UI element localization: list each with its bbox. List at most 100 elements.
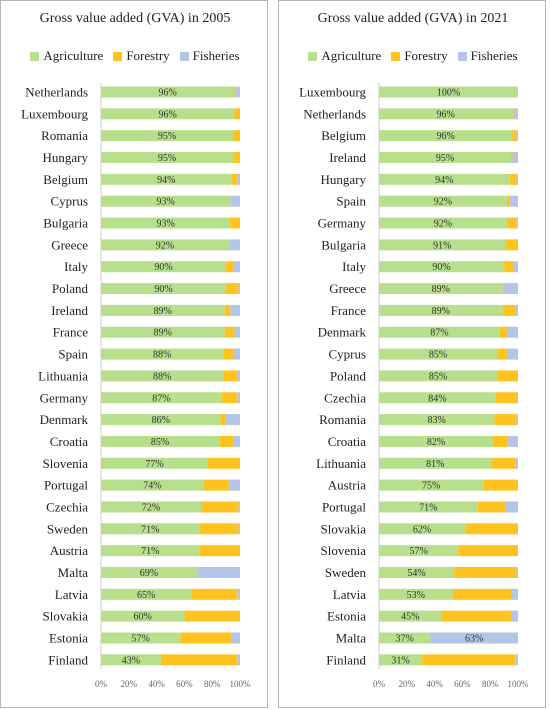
bar-forestry-netherlands bbox=[234, 86, 236, 98]
category-label: Estonia bbox=[327, 609, 366, 624]
data-label: 74% bbox=[143, 481, 161, 492]
category-label: Finland bbox=[48, 652, 88, 667]
data-label: 71% bbox=[419, 502, 437, 513]
bar-agriculture-portugal bbox=[101, 479, 204, 491]
data-label: 85% bbox=[151, 437, 169, 448]
data-label: 93% bbox=[156, 219, 174, 230]
bar-agriculture-cyprus bbox=[101, 195, 231, 207]
category-label: France bbox=[331, 303, 367, 318]
bar-agriculture-sweden bbox=[101, 523, 200, 535]
bar-forestry-slovakia bbox=[465, 523, 518, 535]
bar-fisheries-cyprus bbox=[230, 195, 240, 207]
legend-item-forestry: Forestry bbox=[113, 48, 170, 64]
category-label: Malta bbox=[336, 631, 367, 646]
bar-forestry-czechia bbox=[201, 501, 239, 513]
data-label: 88% bbox=[153, 350, 171, 361]
x-tick-label: 60% bbox=[176, 679, 193, 689]
bar-forestry-belgium bbox=[512, 130, 517, 142]
category-label: Germany bbox=[40, 390, 89, 405]
data-label: 86% bbox=[152, 415, 170, 426]
bar-forestry-denmark bbox=[499, 326, 507, 338]
bar-agriculture-belgium bbox=[101, 173, 232, 185]
bar-agriculture-finland bbox=[101, 654, 161, 666]
bar-fisheries-spain bbox=[509, 195, 518, 207]
data-label: 96% bbox=[159, 109, 177, 120]
bar-forestry-hungary bbox=[509, 173, 517, 185]
bar-forestry-greece bbox=[502, 283, 505, 295]
data-label: 95% bbox=[436, 153, 454, 164]
category-label: Latvia bbox=[333, 587, 366, 602]
bar-fisheries-netherlands bbox=[235, 86, 240, 98]
data-label: 89% bbox=[154, 306, 172, 317]
category-label: Denmark bbox=[40, 412, 89, 427]
data-label: 96% bbox=[437, 131, 455, 142]
bar-fisheries-romania bbox=[516, 414, 518, 426]
bar-agriculture-slovakia bbox=[101, 610, 185, 622]
data-label: 92% bbox=[156, 240, 174, 251]
bar-forestry-estonia bbox=[441, 610, 512, 622]
data-label: 89% bbox=[432, 284, 450, 295]
bar-agriculture-hungary bbox=[101, 152, 234, 164]
category-label: Poland bbox=[330, 368, 367, 383]
bar-agriculture-bulgaria bbox=[101, 217, 231, 229]
bar-agriculture-germany bbox=[379, 217, 507, 229]
legend-swatch-agriculture bbox=[308, 51, 318, 61]
data-label: 89% bbox=[432, 306, 450, 317]
category-label: Romania bbox=[41, 128, 88, 143]
bar-fisheries-spain bbox=[233, 348, 240, 360]
bar-agriculture-romania bbox=[379, 414, 495, 426]
bar-agriculture-belgium bbox=[379, 130, 513, 142]
category-label: Spain bbox=[336, 194, 366, 209]
category-label: Austria bbox=[328, 478, 367, 493]
bar-agriculture-malta bbox=[379, 632, 431, 644]
data-label: 89% bbox=[154, 328, 172, 339]
data-label: 92% bbox=[434, 197, 452, 208]
bar-fisheries-denmark bbox=[506, 326, 518, 338]
bar-agriculture-slovenia bbox=[101, 457, 209, 469]
category-label: Luxembourg bbox=[299, 85, 366, 100]
chart-title: Gross value added (GVA) in 2021 bbox=[317, 11, 509, 26]
bar-agriculture-sweden bbox=[379, 566, 455, 578]
chart-panel-2021: Gross value added (GVA) in 2021 Agricult… bbox=[278, 0, 546, 708]
category-label: Czechia bbox=[324, 390, 366, 405]
bar-fisheries-hungary bbox=[516, 173, 518, 185]
data-label: 93% bbox=[156, 197, 174, 208]
bar-agriculture-netherlands bbox=[101, 86, 235, 98]
data-label: 57% bbox=[131, 634, 149, 645]
x-tick-label: 40% bbox=[426, 679, 443, 689]
bar-agriculture-bulgaria bbox=[379, 239, 506, 251]
category-label: Croatia bbox=[328, 434, 366, 449]
bar-fisheries-malta bbox=[196, 566, 240, 578]
bar-fisheries-malta bbox=[430, 632, 518, 644]
bar-forestry-hungary bbox=[233, 152, 240, 164]
category-label: Hungary bbox=[43, 150, 89, 165]
legend-item-fisheries: Fisheries bbox=[179, 48, 240, 64]
legend-swatch-agriculture bbox=[30, 51, 40, 61]
category-label: Slovenia bbox=[321, 543, 367, 558]
bar-forestry-france bbox=[502, 304, 516, 316]
legend-item-agriculture: Agriculture bbox=[30, 48, 103, 64]
bar-agriculture-denmark bbox=[379, 326, 500, 338]
category-label: Greece bbox=[51, 237, 88, 252]
bar-forestry-portugal bbox=[203, 479, 229, 491]
bar-forestry-slovenia bbox=[208, 457, 240, 469]
bar-agriculture-italy bbox=[101, 261, 227, 273]
bar-forestry-italy bbox=[504, 261, 514, 273]
category-label: Portugal bbox=[322, 499, 366, 514]
bar-forestry-czechia bbox=[495, 392, 518, 404]
data-label: 95% bbox=[158, 153, 176, 164]
bar-fisheries-portugal bbox=[505, 501, 518, 513]
bar-agriculture-czechia bbox=[379, 392, 496, 404]
bar-forestry-estonia bbox=[180, 632, 232, 644]
bar-forestry-poland bbox=[226, 283, 239, 295]
bar-agriculture-latvia bbox=[101, 588, 192, 600]
x-tick-label: 100% bbox=[508, 679, 530, 689]
data-label: 81% bbox=[426, 459, 444, 470]
chart-title: Gross value added (GVA) in 2005 bbox=[39, 11, 231, 26]
data-label: 60% bbox=[134, 612, 152, 623]
bar-agriculture-latvia bbox=[379, 588, 453, 600]
bar-agriculture-portugal bbox=[379, 501, 478, 513]
data-label: 88% bbox=[153, 371, 171, 382]
x-tick-label: 100% bbox=[230, 679, 252, 689]
bar-fisheries-sweden bbox=[516, 566, 518, 578]
